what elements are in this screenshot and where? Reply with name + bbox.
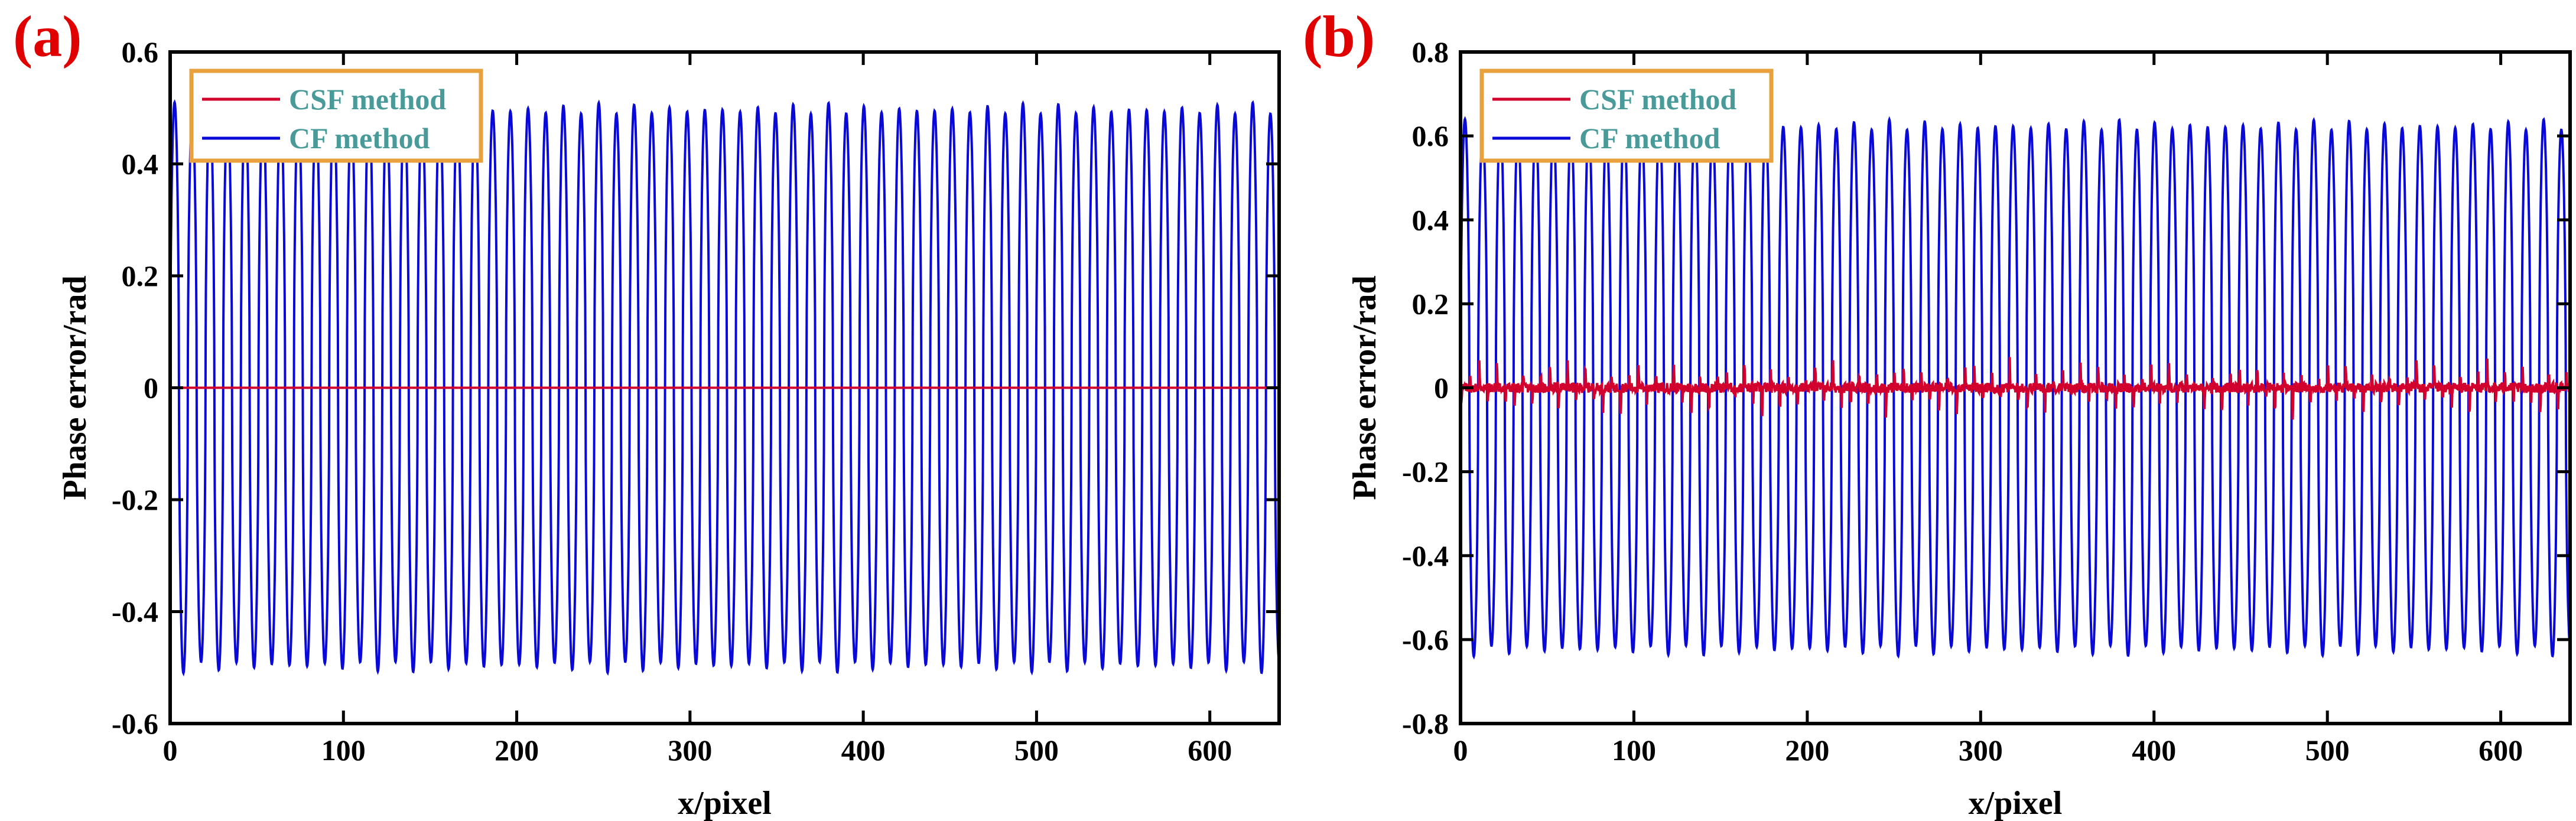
series-line-csf [1461, 357, 2570, 420]
legend: CSF method CF method [1479, 69, 1774, 163]
x-axis-label: x/pixel [678, 785, 772, 821]
chart-panel-a: (a) 0 100 200 300 400 500 600 -0.6 -0.4 -0.2 0 0.2 0.… [13, 4, 1281, 821]
y-tick-label: 0 [1434, 372, 1449, 405]
x-tick-label: 600 [2479, 734, 2523, 767]
x-tick-label: 300 [668, 734, 712, 767]
y-tick-label: -0.4 [112, 595, 158, 628]
x-tick-label: 300 [1959, 734, 2003, 767]
series-line-cf [1461, 116, 2570, 660]
plot-area [170, 99, 1279, 677]
x-axis-label: x/pixel [1969, 785, 2063, 821]
legend-box [189, 69, 483, 163]
series-line-cf [170, 99, 1279, 677]
panel-label: (b) [1303, 4, 1375, 69]
x-tick-label: 0 [163, 734, 178, 767]
y-tick-label: -0.8 [1402, 707, 1449, 740]
legend-box [1479, 69, 1774, 163]
legend-entry: CF method [1579, 122, 1720, 155]
y-tick-label: -0.2 [112, 483, 158, 516]
y-tick-label: 0.8 [1412, 35, 1449, 69]
y-tick-label: 0.2 [122, 259, 159, 292]
x-tick-label: 500 [2305, 734, 2350, 767]
x-tick-label: 0 [1453, 734, 1468, 767]
y-tick-label: 0 [144, 372, 158, 405]
y-tick-label: -0.4 [1402, 539, 1449, 572]
panel-label: (a) [13, 4, 82, 69]
chart-panel-b: (b) 0 100 200 300 400 500 600 -0.8 -0.6 -0.4 -0.2 0 0… [1303, 4, 2572, 821]
y-tick-label: 0.4 [1412, 203, 1449, 236]
legend: CSF method CF method [189, 69, 483, 163]
y-tick-label: 0.6 [1412, 119, 1449, 152]
x-tick-label: 100 [1612, 734, 1656, 767]
x-tick-label: 200 [495, 734, 539, 767]
x-tick-label: 600 [1188, 734, 1232, 767]
y-tick-label: -0.6 [1402, 623, 1449, 656]
x-tick-label: 200 [1785, 734, 1829, 767]
plot-area [1461, 116, 2570, 660]
x-tick-label: 500 [1014, 734, 1059, 767]
legend-entry: CSF method [289, 83, 446, 116]
legend-entry: CSF method [1579, 83, 1736, 116]
y-tick-label: -0.2 [1402, 455, 1449, 488]
x-tick-label: 400 [2132, 734, 2176, 767]
y-tick-label: 0.4 [122, 148, 159, 181]
legend-entry: CF method [289, 122, 430, 155]
y-tick-label: -0.6 [112, 707, 158, 740]
y-tick-label: 0.2 [1412, 287, 1449, 320]
x-tick-label: 100 [321, 734, 366, 767]
y-axis-label: Phase error/rad [1346, 276, 1383, 500]
y-tick-label: 0.6 [122, 35, 159, 69]
y-axis-label: Phase error/rad [57, 276, 93, 500]
x-tick-label: 400 [841, 734, 886, 767]
